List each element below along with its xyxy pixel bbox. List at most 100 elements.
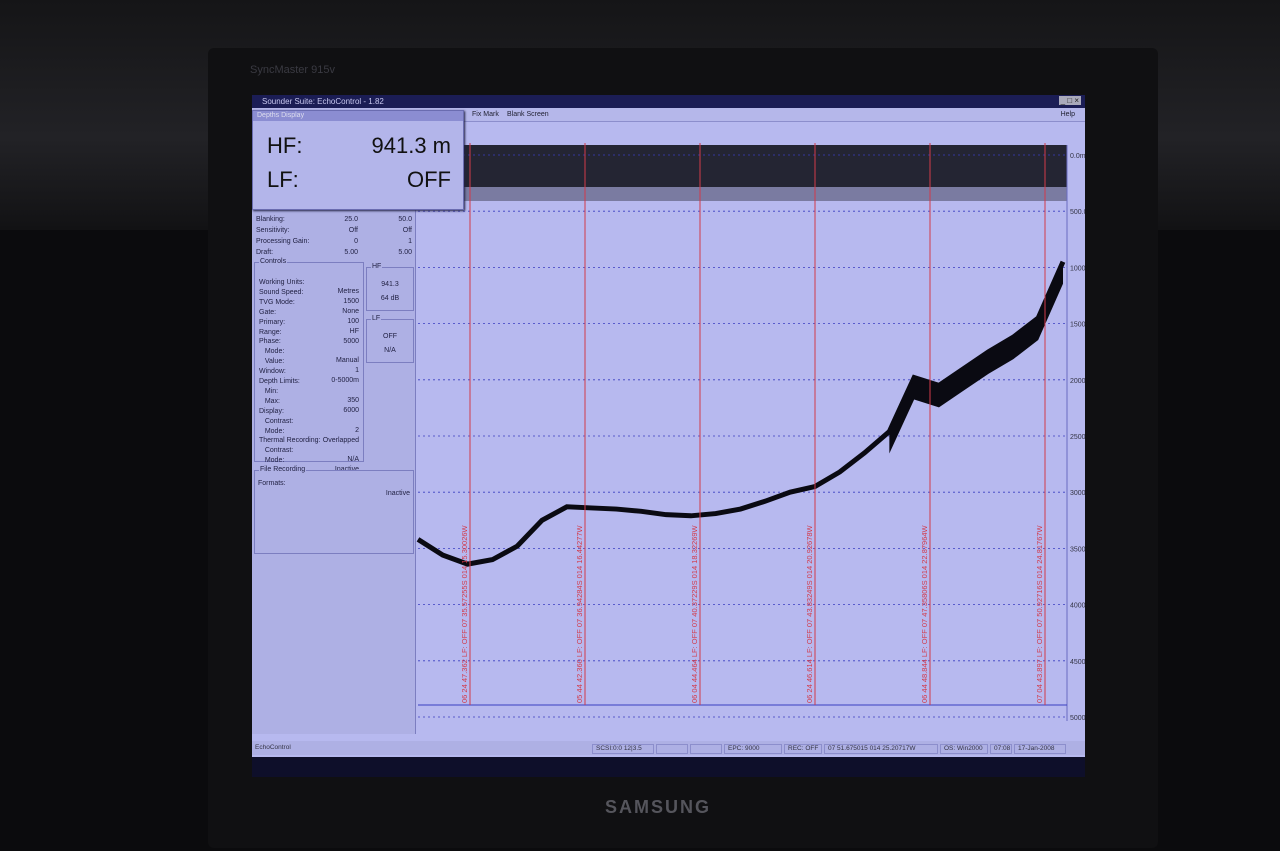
control-row: Range: 5000 — [259, 319, 359, 345]
control-key: Primary: — [259, 318, 286, 326]
hf-depth-value: 941.3 m — [371, 133, 452, 158]
control-value: 1500 — [343, 297, 359, 305]
control-row: Contrast: N/A — [259, 437, 359, 463]
lf-depth-value: OFF — [407, 167, 451, 192]
control-key: Display: — [259, 407, 284, 415]
control-value: 1 — [355, 367, 359, 375]
menu-help[interactable]: Help — [1060, 111, 1075, 118]
status-date: 17-Jan-2008 — [1014, 744, 1066, 754]
hf-group: HF 941.3 64 dB — [366, 263, 414, 311]
hf-depth: 941.3 — [381, 281, 399, 288]
control-row: Mode: Inactive — [259, 447, 359, 473]
formats-label: Formats: — [258, 480, 286, 487]
control-row: Primary: HF — [259, 309, 359, 335]
plot-background — [416, 123, 1085, 723]
status-epc: EPC: 9000 — [724, 744, 782, 754]
setting-lf-value: 5.00 — [398, 249, 412, 256]
status-empty-1 — [656, 744, 688, 754]
status-position: 07 51.675015 014 25.20717W — [824, 744, 938, 754]
menu-fix-mark[interactable]: Fix Mark — [472, 111, 499, 118]
control-key: Sound Speed: — [259, 288, 304, 296]
formats-value: Inactive — [385, 490, 410, 497]
screen: Sounder Suite: EchoControl - 1.82 _ □ × … — [252, 95, 1085, 777]
setting-key: Draft: — [256, 249, 274, 256]
control-key: Min: — [259, 387, 279, 395]
control-value: 6000 — [343, 406, 359, 414]
setting-row: Processing Gain: 0 1 — [256, 237, 412, 246]
control-row: Window: 0-5000m — [259, 358, 359, 384]
file-recording-group: File Recording Formats: Inactive — [254, 466, 414, 554]
fix-mark-label: 06 24 46.614 LF: OFF 07 43.83249S 014 20… — [805, 524, 814, 703]
y-tick-label: 500.0m — [1070, 209, 1085, 216]
setting-lf-value: 1 — [408, 238, 412, 245]
control-row: Max: 6000 — [259, 388, 359, 414]
control-key: Working Units: — [259, 279, 305, 286]
control-value: None — [342, 307, 359, 315]
status-time: 07:08 — [990, 744, 1012, 754]
lf-label: LF: — [267, 167, 299, 192]
lf-caption: LF — [371, 315, 382, 323]
settings-panel: Blanking: 25.0 50.0 Sensitivity: Off Off… — [252, 122, 416, 734]
y-tick-label: 5000.0m — [1070, 715, 1085, 722]
controls-caption: Controls — [259, 258, 288, 266]
control-value: 2 — [355, 426, 359, 434]
control-row: Display: — [259, 398, 359, 415]
control-key: TVG Mode: — [259, 298, 295, 306]
control-row: Mode: Overlapped — [259, 418, 359, 444]
y-tick-label: 4000.0m — [1070, 603, 1085, 610]
control-row: Mode: Manual — [259, 338, 359, 364]
menu-blank-screen[interactable]: Blank Screen — [507, 111, 549, 118]
control-value: 100 — [347, 317, 359, 325]
control-row: Phase: — [259, 328, 359, 345]
control-key: Phase: — [259, 338, 281, 346]
setting-hf-value: 0 — [354, 238, 358, 245]
control-row: Value: 1 — [259, 348, 359, 374]
y-tick-label: 2000.0m — [1070, 378, 1085, 385]
status-bar: EchoControl SCSI:0:0 12|3.5 EPC: 9000 RE… — [252, 741, 1085, 755]
surface-noise-fringe — [462, 187, 1067, 201]
setting-hf-value: Off — [348, 227, 358, 234]
controls-group: Controls Working Units: Metres Sound Spe… — [254, 258, 364, 473]
control-key: Range: — [259, 328, 282, 336]
control-key: Contrast: — [259, 447, 294, 455]
control-key: Mode: — [259, 427, 285, 435]
setting-row: Blanking: 25.0 50.0 — [256, 215, 412, 224]
lf-depth: OFF — [383, 333, 397, 340]
hf-label: HF: — [267, 133, 303, 158]
setting-row: Sensitivity: Off Off — [256, 226, 412, 235]
surface-noise-band — [462, 145, 1067, 187]
depths-display-dialog[interactable]: Depths Display HF: 941.3 m LF: OFF — [252, 110, 464, 210]
y-tick-label: 0.0m — [1070, 153, 1085, 160]
hf-gain: 64 dB — [380, 295, 400, 302]
seabed-echo — [416, 260, 1066, 567]
setting-hf-value: 5.00 — [344, 249, 358, 256]
depths-display-title: Depths Display — [253, 111, 463, 121]
fix-mark-label: 06 04 44.464 LF: OFF 07 40.37229S 014 18… — [690, 524, 699, 703]
control-key: Depth Limits: — [259, 378, 300, 385]
y-tick-label: 1000.0m — [1070, 265, 1085, 272]
control-value: Inactive — [334, 466, 359, 474]
control-value: Metres — [337, 288, 359, 295]
status-os: OS: Win2000 — [940, 744, 988, 754]
setting-hf-value: 25.0 — [344, 216, 358, 223]
setting-lf-value: Off — [402, 227, 412, 234]
window-title: Sounder Suite: EchoControl - 1.82 — [262, 97, 384, 106]
control-row: Thermal Recording: — [259, 427, 359, 444]
y-tick-label: 3500.0m — [1070, 546, 1085, 553]
y-tick-label: 4500.0m — [1070, 659, 1085, 666]
control-key: Mode: — [259, 348, 285, 356]
echogram-chart: 0.0m 500.0m 1000.0m 1500.0m 2000.0m 2500.0m 30… — [416, 123, 1085, 723]
monitor-brand-logo: SAMSUNG — [605, 797, 712, 817]
status-app: EchoControl — [255, 744, 291, 751]
window-controls[interactable]: _ □ × — [1058, 96, 1081, 105]
control-key: Contrast: — [259, 417, 294, 425]
setting-key: Blanking: — [256, 216, 285, 223]
control-key: Gate: — [259, 308, 277, 316]
control-value: HF — [349, 327, 359, 335]
control-value: 0-5000m — [331, 377, 359, 385]
control-row: TVG Mode: None — [259, 289, 359, 315]
monitor-model-label: SyncMaster 915v — [250, 64, 335, 76]
hf-caption: HF — [371, 263, 383, 271]
status-rec: REC: OFF — [784, 744, 822, 754]
lf-group: LF OFF N/A — [366, 315, 414, 363]
